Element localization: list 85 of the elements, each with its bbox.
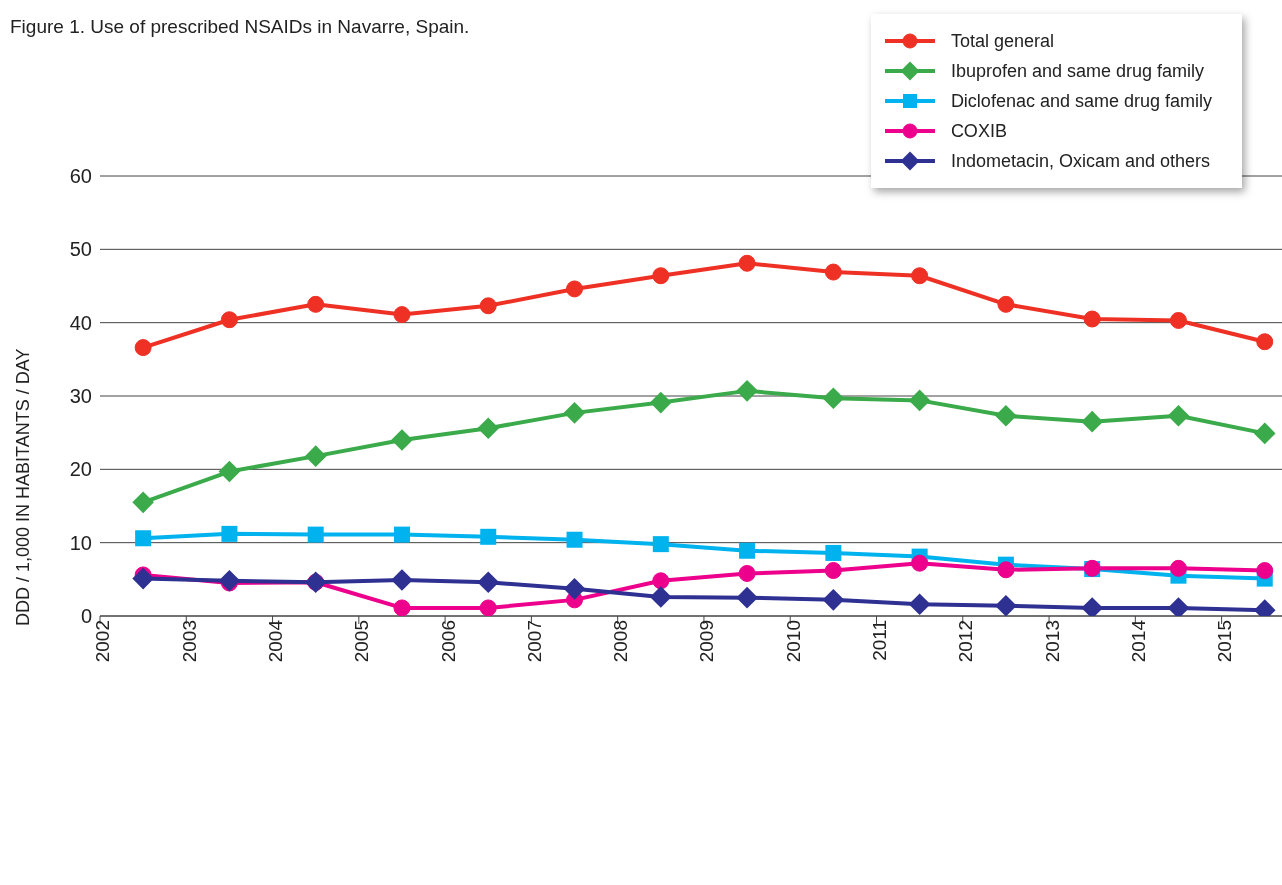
point [652,572,670,590]
point [479,297,497,315]
point [132,567,154,590]
point [218,460,241,483]
point [824,562,842,580]
point [1081,597,1103,616]
x-tick-label: 2003 [178,620,200,663]
point [566,531,583,548]
point [391,569,413,591]
point [650,586,672,608]
point [736,586,758,609]
y-tick-label: 10 [69,531,92,554]
point [1167,597,1190,616]
point [134,339,152,357]
x-tick-label: 2002 [92,620,114,663]
point [1081,410,1103,433]
point [566,280,584,298]
point [480,528,497,545]
x-tick-label: 2015 [1214,620,1236,663]
legend-label: Total general [950,30,1054,52]
point [908,389,931,412]
point [393,599,411,616]
point [822,589,845,611]
point [652,267,670,285]
point [479,599,497,616]
point [132,491,154,514]
point [911,267,929,285]
point [1083,310,1101,328]
x-tick-label: 2013 [1041,620,1063,663]
point [393,306,411,324]
point [391,429,413,451]
point [563,578,586,600]
point [911,554,929,572]
y-axis-title: DDD / 1,000 IN HABITANTS / DAY [13,348,34,626]
x-tick-label: 2009 [696,620,718,663]
point [221,525,238,542]
y-tick-label: 20 [69,458,92,481]
point [307,526,324,543]
point [1167,405,1190,427]
point [738,254,756,272]
point [650,391,672,414]
x-tick-label: 2004 [265,619,287,663]
legend-label: COXIB [950,120,1007,142]
x-tick-label: 2010 [782,620,804,663]
y-tick-label: 30 [69,385,92,408]
point [739,542,756,559]
point [1253,422,1276,445]
y-tick-label: 60 [69,165,92,188]
chart-title: Figure 1. Use of prescribed NSAIDs in Navarre, Spain. [10,16,470,38]
point [736,380,758,402]
point [995,594,1017,616]
point [738,564,756,582]
x-tick-label: 2014 [1127,619,1149,663]
y-tick-label: 0 [80,605,92,628]
x-tick-label: 2007 [523,620,545,663]
x-tick-label: 2005 [351,620,373,663]
x-tick-label: 2011 [868,620,890,661]
point [304,445,327,467]
point [1169,311,1187,329]
point [995,405,1017,427]
x-tick-label: 2012 [955,620,977,663]
x-tick-label: 2008 [610,620,632,663]
point [824,263,842,281]
point [652,536,669,553]
point [825,544,842,561]
point [477,571,500,594]
point [822,387,845,409]
point [1256,562,1274,580]
y-tick-label: 40 [69,311,92,334]
point [997,295,1015,313]
point [908,593,931,616]
point [135,530,152,547]
point [477,417,500,440]
point [220,311,238,329]
legend-label: Diclofenac and same drug family [950,90,1212,112]
point [997,561,1015,579]
legend-label: Ibuprofen and same drug family [950,60,1205,82]
x-tick-label: 2006 [437,620,459,663]
point [1169,559,1187,577]
point [393,526,410,543]
point [1256,333,1274,351]
point [563,402,586,424]
point [307,295,325,313]
y-tick-label: 50 [69,238,92,261]
legend-label: Indometacin, Oxicam and others [950,150,1211,172]
